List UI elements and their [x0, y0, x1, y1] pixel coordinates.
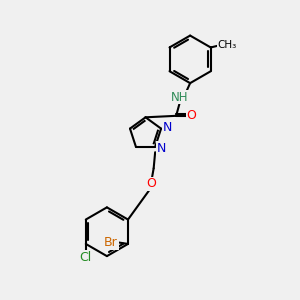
Text: NH: NH: [171, 91, 188, 104]
Text: Cl: Cl: [80, 251, 92, 264]
Text: Br: Br: [104, 236, 118, 249]
Text: N: N: [162, 121, 172, 134]
Text: O: O: [187, 109, 196, 122]
Text: CH₃: CH₃: [218, 40, 237, 50]
Text: O: O: [146, 177, 156, 190]
Text: N: N: [156, 142, 166, 155]
